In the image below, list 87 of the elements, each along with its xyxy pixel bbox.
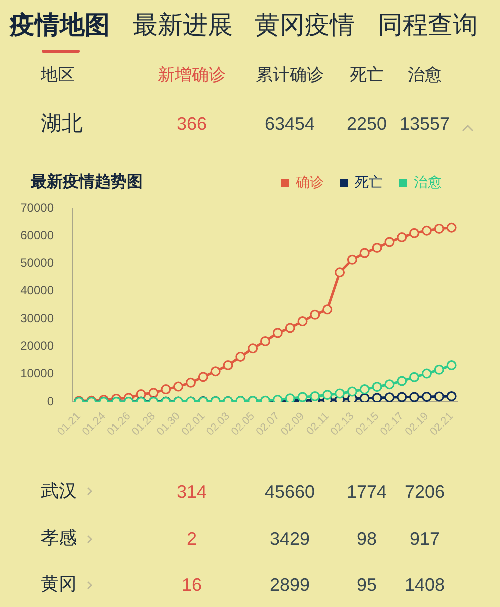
point [384, 237, 395, 248]
point [422, 226, 432, 236]
point [410, 228, 420, 238]
data-label: 366 [176, 114, 208, 134]
point [410, 392, 420, 402]
data-label: 917 [410, 529, 440, 549]
data-label: 16 [182, 575, 202, 595]
point [422, 392, 432, 402]
text: 湖北 [41, 112, 83, 136]
text: 疫情地图 [10, 10, 110, 40]
point [174, 382, 184, 392]
point [260, 336, 270, 346]
data-label: 2899 [270, 575, 310, 595]
data-label: 7206 [404, 482, 446, 502]
y-tick-label: 40000 [20, 284, 54, 298]
point [322, 304, 333, 315]
point [360, 393, 370, 402]
point [322, 390, 333, 400]
point [434, 392, 444, 402]
data-label: 2 [186, 529, 198, 549]
y-tick-label: 30000 [20, 311, 54, 326]
point [335, 268, 346, 278]
legend-label: 死亡 [355, 174, 383, 190]
point [360, 248, 370, 258]
y-tick-label: 20000 [20, 339, 54, 354]
point [298, 316, 308, 327]
point [434, 224, 444, 234]
data-label: 45660 [264, 482, 316, 502]
chart-title: 最新疫情趋势图 [31, 172, 143, 190]
point [384, 380, 395, 390]
y-tick-label: 50000 [20, 256, 54, 270]
point [397, 376, 408, 386]
point [422, 368, 432, 379]
category-label: 死亡 [350, 66, 384, 86]
point [372, 243, 382, 254]
point [397, 392, 408, 402]
data-label: 98 [356, 529, 378, 549]
text: 地区 [41, 66, 75, 86]
point [223, 360, 234, 371]
y-tick-label: 10000 [20, 366, 54, 381]
data-label: 95 [356, 575, 378, 595]
data-label: 1774 [346, 482, 388, 502]
point [210, 366, 221, 377]
point [372, 382, 382, 392]
point [272, 328, 283, 338]
text: 同程查询 [378, 10, 478, 40]
data-label: 314 [176, 482, 208, 502]
point [446, 222, 457, 233]
data-label: 2250 [346, 114, 388, 134]
point [335, 388, 346, 399]
point [310, 391, 320, 402]
data-label: 63454 [264, 114, 316, 134]
text: 黄冈疫情 [255, 10, 355, 40]
point [186, 378, 196, 388]
data-label: 13557 [400, 114, 450, 134]
data-label: 1408 [404, 575, 446, 595]
text: 最新进展 [133, 10, 233, 40]
point [148, 388, 159, 398]
point [397, 232, 408, 243]
point [248, 344, 258, 354]
y-tick-label: 60000 [20, 228, 54, 242]
legend-label: 治愈 [414, 174, 442, 190]
point [285, 323, 296, 334]
category-label: 累计确诊 [256, 66, 324, 86]
point [446, 360, 457, 371]
point [410, 372, 420, 382]
category-label: 治愈 [408, 66, 442, 86]
point [434, 364, 444, 375]
point [198, 372, 208, 382]
data-label: 3429 [270, 529, 310, 549]
legend-label: 黄冈 [41, 574, 77, 595]
point [298, 392, 308, 402]
point [347, 386, 358, 397]
y-tick-label: 70000 [20, 200, 54, 215]
point [347, 254, 358, 265]
point [360, 384, 370, 395]
legend-label: 孝感 [41, 528, 77, 549]
category-label: 新增确诊 [158, 66, 226, 86]
y-tick-label: 0 [47, 394, 54, 408]
legend-label: 武汉 [41, 480, 77, 502]
point [236, 352, 246, 362]
legend-label: 确诊 [295, 174, 324, 190]
point [310, 310, 320, 320]
point [372, 393, 382, 402]
point [161, 384, 172, 395]
point [384, 392, 395, 402]
point [446, 391, 457, 402]
